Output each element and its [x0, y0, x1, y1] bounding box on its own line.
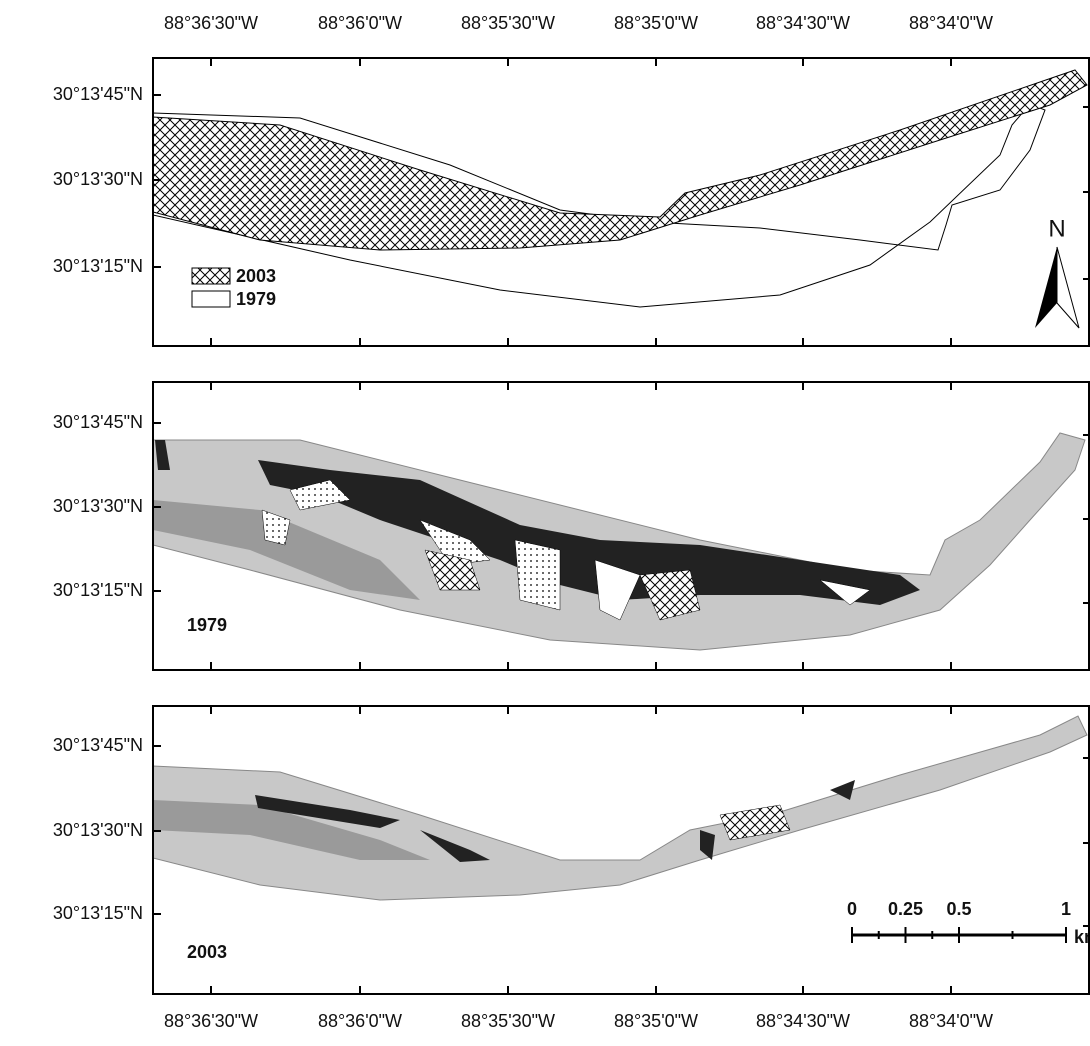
latitude-label: 30°13'30"N [53, 169, 143, 189]
legend-label: 1979 [236, 289, 276, 309]
longitude-label: 88°35'0"W [614, 13, 698, 33]
habitat-patch [261, 479, 561, 611]
latitude-label: 30°13'45"N [53, 735, 143, 755]
longitude-label: 88°34'30"W [756, 1011, 850, 1031]
longitude-label: 88°35'0"W [614, 1011, 698, 1031]
latitude-label: 30°13'15"N [53, 903, 143, 923]
scale-label: 0 [847, 899, 857, 919]
habitat-patch [155, 440, 170, 470]
scale-label: 1 [1061, 899, 1071, 919]
longitude-label: 88°36'0"W [318, 13, 402, 33]
legend-label: 2003 [236, 266, 276, 286]
habitat-patch [594, 559, 871, 621]
scale-bar: km 0 0.25 0.5 1 [847, 899, 1090, 947]
habitat-patch [153, 500, 420, 600]
latitude-label: 30°13'30"N [53, 820, 143, 840]
panel-1979: 1979 [152, 432, 1086, 651]
scale-label: 0.5 [946, 899, 971, 919]
habitat-patch [258, 460, 920, 605]
habitat-patch [153, 800, 430, 860]
north-arrow-right [1056, 246, 1080, 329]
latitude-label: 30°13'15"N [53, 256, 143, 276]
latitude-label: 30°13'45"N [53, 84, 143, 104]
habitat-patch [719, 804, 791, 841]
panel-frame [152, 705, 1090, 995]
panel-frame [152, 57, 1090, 347]
latitude-label: 30°13'45"N [53, 412, 143, 432]
panel-label: 2003 [187, 942, 227, 962]
habitat-patch [424, 549, 701, 621]
longitude-label: 88°36'30"W [164, 1011, 258, 1031]
scale-unit: km [1074, 927, 1090, 947]
habitat-patch [255, 780, 855, 862]
scale-label: 0.25 [888, 899, 923, 919]
longitude-label: 88°34'30"W [756, 13, 850, 33]
north-label: N [1048, 215, 1065, 242]
longitude-label: 88°36'30"W [164, 13, 258, 33]
panel-frame [152, 381, 1090, 671]
longitude-label: 88°35'30"W [461, 13, 555, 33]
panel-label: 1979 [187, 615, 227, 635]
north-arrow-left [1035, 247, 1057, 328]
shoreline-2003 [152, 69, 1088, 251]
legend-swatch-1979 [191, 290, 231, 308]
latitude-label: 30°13'30"N [53, 496, 143, 516]
longitude-label: 88°34'0"W [909, 13, 993, 33]
latitude-label: 30°13'15"N [53, 580, 143, 600]
panel-comparison: 2003 1979 N [152, 69, 1088, 329]
longitude-label: 88°34'0"W [909, 1011, 993, 1031]
longitude-label: 88°35'30"W [461, 1011, 555, 1031]
longitude-label: 88°36'0"W [318, 1011, 402, 1031]
panel-2003: 2003 km 0 0.25 0.5 1 [152, 715, 1090, 962]
legend-swatch-2003 [191, 267, 231, 285]
